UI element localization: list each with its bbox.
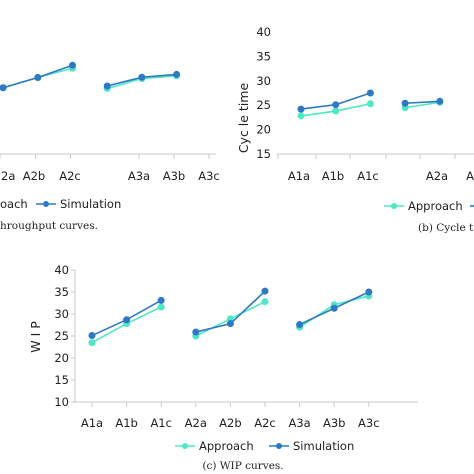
- panel-b-x-tick-label: A1a: [288, 169, 310, 183]
- panel-c-simulation-point-a1b: [123, 316, 131, 324]
- panel-c-y-tick-label: 10: [54, 395, 69, 409]
- panel-b-y-axis-label: Cyc le time: [236, 83, 251, 154]
- panel-c-y-tick-label: 30: [54, 307, 69, 321]
- panel-c-simulation-point-a2b: [226, 320, 234, 328]
- panel-c-simulation-point-a1a: [88, 332, 96, 340]
- panel-c-simulation-point-a3b: [330, 304, 338, 312]
- panel-c-x-tick-label-a1a: A1a: [81, 416, 103, 430]
- panel-b-y-tick-label: 25: [256, 98, 271, 112]
- panel-b-simulation-line-2: [405, 100, 440, 105]
- panel-a-caption: hroughput curves.: [0, 220, 98, 232]
- panel-b-simulation-point-a1b: [332, 101, 340, 109]
- panel-b-simulation-point-a1a: [297, 105, 305, 113]
- panel-a-simulation-point-a3a: [103, 82, 111, 90]
- panel-a-simulation-point-a3b: [138, 73, 146, 81]
- panel-a-simulation-point-a2b: [34, 74, 42, 82]
- panel-a-x-tick-label: A2b: [23, 169, 45, 183]
- panel-c-approach-point-a1c: [157, 303, 165, 311]
- panel-a-x-tick-label: 2a: [1, 169, 15, 183]
- panel-c-x-tick-label-a1c: A1c: [150, 416, 172, 430]
- panel-a-x-tick-label: A3b: [163, 169, 185, 183]
- panel-c-x-tick-label-a1b: A1b: [115, 416, 137, 430]
- panel-c-caption: (c) WIP curves.: [202, 460, 283, 472]
- panel-c-x-tick-label-a3a: A3a: [288, 416, 310, 430]
- panel-a-legend-simulation-label: Simulation: [60, 197, 121, 211]
- panel-b-caption: (b) Cycle t: [418, 222, 474, 234]
- panel-b-approach-point-a1c: [366, 100, 374, 108]
- panel-c-legend-simulation-dot: [276, 443, 282, 449]
- panel-c-legend-simulation-label: Simulation: [293, 439, 354, 453]
- panel-c-y-tick-label: 35: [54, 285, 69, 299]
- panel-c-legend-approach-dot: [182, 443, 188, 449]
- panel-c-y-tick-label: 15: [54, 373, 69, 387]
- panel-b-y-tick-label: 40: [256, 25, 271, 39]
- panel-b-x-tick-label: A1b: [322, 169, 344, 183]
- panel-a-simulation-point-a3c: [173, 70, 181, 78]
- panel-b-simulation-point-a2a: [401, 99, 409, 107]
- panel-a-legend-approach-label: oach: [0, 197, 28, 211]
- panel-c-x-tick-label-a2a: A2a: [185, 416, 207, 430]
- panel-c-approach-point-a1a: [88, 339, 96, 347]
- panel-b-x-tick-label: A: [466, 169, 474, 183]
- panel-b-simulation-point-a2b: [436, 97, 444, 105]
- panel-c-simulation-point-a2c: [261, 287, 269, 295]
- panel-c-y-tick-label: 25: [54, 329, 69, 343]
- panel-c-y-tick-label: 40: [54, 263, 69, 277]
- panel-b-simulation-point-a1c: [366, 89, 374, 97]
- panel-b-y-tick-label: 15: [256, 147, 271, 161]
- panel-c-legend-approach-label: Approach: [199, 439, 254, 453]
- panel-a-simulation-point-a2a: [0, 84, 7, 92]
- panel-c-simulation-point-a3c: [365, 288, 373, 296]
- panel-c-x-tick-label-a2c: A2c: [254, 416, 276, 430]
- panel-a-simulation-point-a2c: [69, 61, 76, 69]
- panel-b-y-tick-label: 35: [256, 49, 271, 63]
- panel-a-x-tick-label: A3c: [198, 169, 220, 183]
- panel-c-approach-point-a2c: [261, 298, 269, 306]
- panel-a-legend-simulation-dot: [43, 201, 49, 207]
- panel-c-y-axis-label: W I P: [28, 321, 43, 353]
- panel-a-x-tick-label: A2c: [59, 169, 81, 183]
- panel-c-simulation-point-a2a: [192, 328, 200, 336]
- panel-c-x-tick-label-a3c: A3c: [358, 416, 380, 430]
- panel-c-x-tick-label-a2b: A2b: [219, 416, 241, 430]
- panel-b-approach-point-a1a: [297, 112, 305, 120]
- panel-c-y-tick-label: 20: [54, 351, 69, 365]
- panel-b-approach-point-a1b: [332, 107, 340, 115]
- panel-c-simulation-point-a1c: [157, 296, 165, 304]
- panel-b-y-tick-label: 30: [256, 74, 271, 88]
- panel-b-approach-line-2: [404, 101, 440, 109]
- panel-b-legend-approach-dot: [391, 203, 397, 209]
- panel-c-simulation-point-a3a: [296, 321, 304, 329]
- panel-b-x-tick-label: A1c: [357, 169, 379, 183]
- panel-b-x-tick-label: A2a: [426, 169, 448, 183]
- panel-a-x-tick-label: A3a: [128, 169, 150, 183]
- panel-b-legend-approach-label: Approach: [408, 199, 463, 213]
- panel-b-y-tick-label: 20: [256, 123, 271, 137]
- panel-c-x-tick-label-a3b: A3b: [323, 416, 345, 430]
